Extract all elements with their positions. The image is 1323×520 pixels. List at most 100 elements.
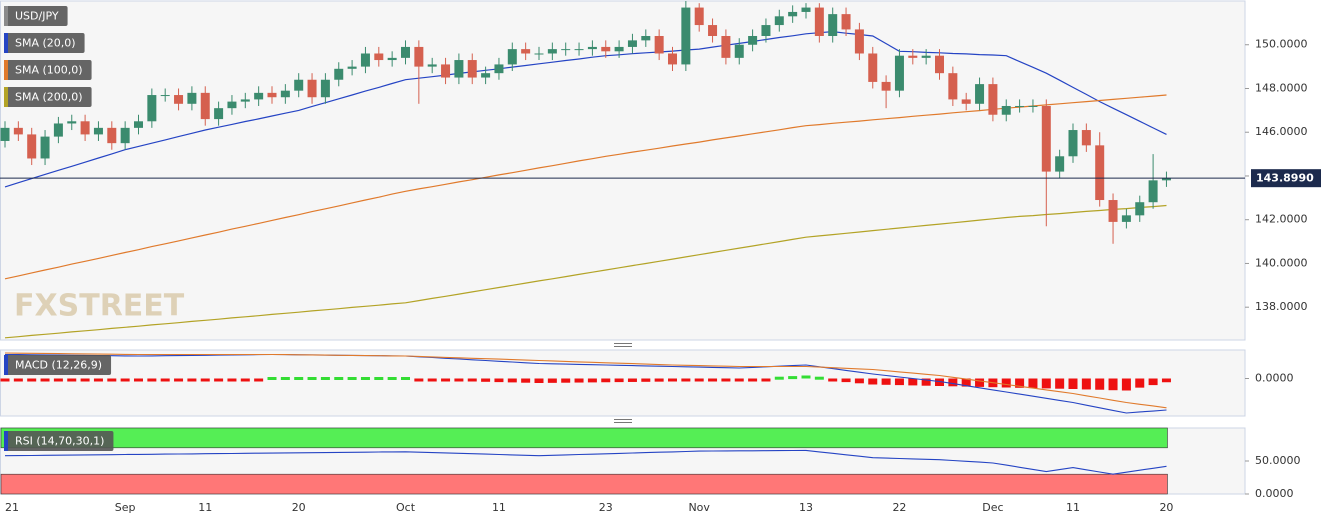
histogram-bar [854, 378, 864, 384]
histogram-bar [1121, 378, 1131, 391]
candle-body [841, 14, 851, 30]
y-tick-label: 138.0000 [1255, 300, 1308, 313]
histogram-bar [414, 378, 424, 382]
histogram-bar [187, 378, 197, 382]
candle-body [494, 64, 504, 74]
candle-body [254, 92, 264, 100]
sma-line [4, 94, 1167, 280]
histogram-bar [454, 378, 464, 382]
candle-body [454, 60, 464, 78]
x-tick-label: Sep [115, 501, 136, 514]
candle-body [467, 60, 477, 78]
histogram-bar [788, 376, 798, 380]
histogram-bar [0, 378, 10, 382]
candle-body [267, 92, 277, 98]
candle-body [1015, 105, 1025, 107]
x-tick-label: Nov [688, 501, 710, 514]
histogram-bar [587, 378, 597, 383]
candle-body [854, 29, 864, 54]
legend-box [4, 6, 68, 26]
histogram-bar [67, 378, 77, 382]
histogram-bar [708, 378, 718, 382]
y-tick-label: 142.0000 [1255, 213, 1308, 226]
x-tick-label: Oct [396, 501, 416, 514]
candle-body [160, 95, 170, 97]
histogram-bar [534, 378, 544, 383]
candle-body [147, 95, 157, 122]
histogram-bar [1068, 378, 1078, 389]
histogram-bar [1028, 378, 1038, 389]
histogram-bar [387, 377, 397, 380]
last-price-box [1251, 169, 1321, 188]
legend-swatch [4, 355, 8, 375]
x-tick-label: 23 [599, 501, 613, 514]
candle-body [80, 121, 90, 135]
histogram-bar [360, 377, 370, 380]
legend-box [4, 431, 114, 451]
candle-body [1108, 200, 1118, 222]
candle-body [387, 57, 397, 61]
histogram-bar [908, 378, 918, 386]
candle-body [1121, 215, 1131, 222]
candle-body [414, 46, 424, 67]
candle-body [654, 35, 664, 54]
watermark: FXSTREET [14, 289, 185, 324]
histogram-bar [935, 378, 944, 386]
candle-body [587, 46, 597, 50]
histogram-bar [1081, 378, 1091, 390]
candle-body [0, 127, 10, 141]
rsi-band [0, 427, 1168, 449]
candle-body [307, 79, 317, 98]
histogram-bar [681, 378, 691, 382]
candle-body [334, 68, 344, 80]
candle-body [708, 25, 718, 36]
candle-body [1095, 145, 1105, 201]
candle-body [174, 95, 184, 104]
histogram-bar [427, 378, 437, 382]
histogram-bar [40, 378, 50, 382]
candle-body [427, 64, 437, 67]
x-tick-label: 11 [1066, 501, 1080, 514]
candle-body [1135, 202, 1145, 216]
candle-body [214, 108, 224, 120]
candle-body [134, 121, 143, 128]
histogram-bar [441, 378, 451, 382]
rsi-band [0, 473, 1168, 495]
candle-body [40, 136, 50, 159]
candle-body [948, 73, 958, 100]
histogram-bar [1001, 378, 1011, 388]
histogram-bar [280, 377, 290, 380]
candle-body [894, 55, 904, 91]
candle-body [1068, 130, 1078, 157]
histogram-bar [614, 378, 624, 383]
candle-body [921, 55, 931, 58]
histogram-bar [27, 378, 37, 382]
histogram-bar [1135, 378, 1145, 388]
histogram-bar [240, 378, 250, 382]
candle-body [1001, 105, 1011, 115]
candle-body [1055, 156, 1065, 172]
histogram-bar [160, 378, 170, 382]
legend-swatch [4, 6, 8, 26]
histogram-bar [481, 378, 491, 382]
histogram-bar [93, 378, 103, 382]
histogram-bar [374, 377, 384, 380]
legend-label: USD/JPY [15, 10, 59, 23]
x-tick-label: 13 [799, 501, 813, 514]
candle-body [868, 53, 878, 82]
histogram-bar [668, 378, 677, 382]
candle-body [614, 46, 624, 52]
histogram-bar [921, 378, 931, 386]
histogram-bar [961, 378, 971, 387]
sma-line [4, 204, 1167, 339]
histogram-bar [147, 378, 157, 382]
histogram-bar [547, 378, 557, 383]
legend-box [4, 60, 92, 80]
candle-body [521, 49, 531, 54]
histogram-bar [1108, 378, 1118, 391]
histogram-bar [320, 377, 330, 380]
histogram-bar [53, 378, 63, 382]
legend-label: SMA (200,0) [15, 91, 83, 104]
candle-body [935, 55, 944, 74]
candle-body [975, 84, 985, 104]
